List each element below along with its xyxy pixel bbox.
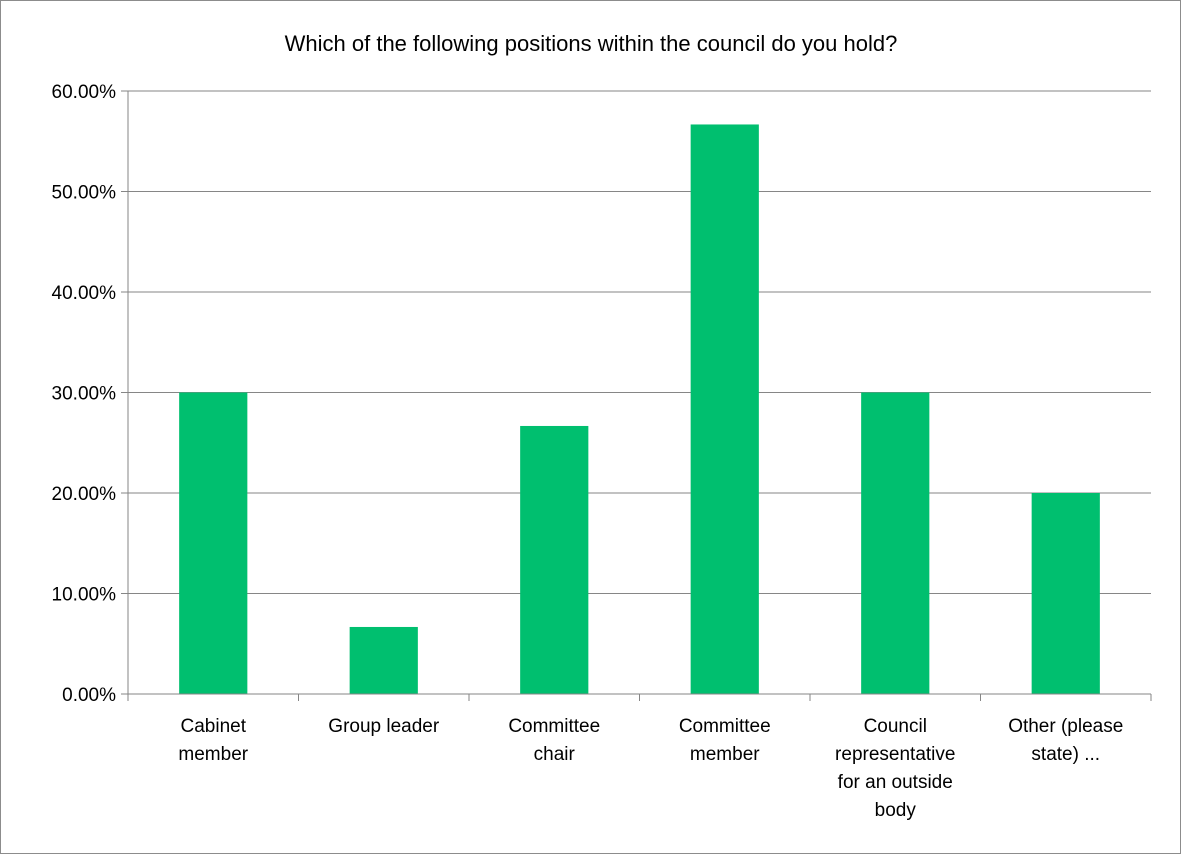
bar: [861, 392, 930, 694]
x-tick-label: Group leader: [328, 716, 440, 737]
y-tick-label: 30.00%: [52, 384, 117, 405]
y-tick-label: 40.00%: [52, 283, 117, 304]
x-tick-label: Cabinet member: [178, 716, 248, 765]
x-tick-label: Other (please state) ...: [1008, 716, 1123, 765]
bar: [349, 626, 418, 694]
x-tick-label: Committee member: [679, 716, 771, 765]
y-tick-label: 0.00%: [62, 685, 116, 706]
y-tick-label: 10.00%: [52, 585, 117, 606]
y-tick-label: 20.00%: [52, 484, 117, 505]
y-tick-label: 60.00%: [52, 82, 117, 103]
bar: [520, 425, 589, 694]
bar: [179, 392, 248, 694]
y-tick-label: 50.00%: [52, 183, 117, 204]
x-tick-label: Council representative for an outside body: [835, 716, 955, 821]
bar: [1031, 493, 1100, 694]
x-tick-label: Committee chair: [508, 716, 600, 765]
chart-title: Which of the following positions within …: [285, 31, 898, 56]
bar: [690, 124, 759, 695]
